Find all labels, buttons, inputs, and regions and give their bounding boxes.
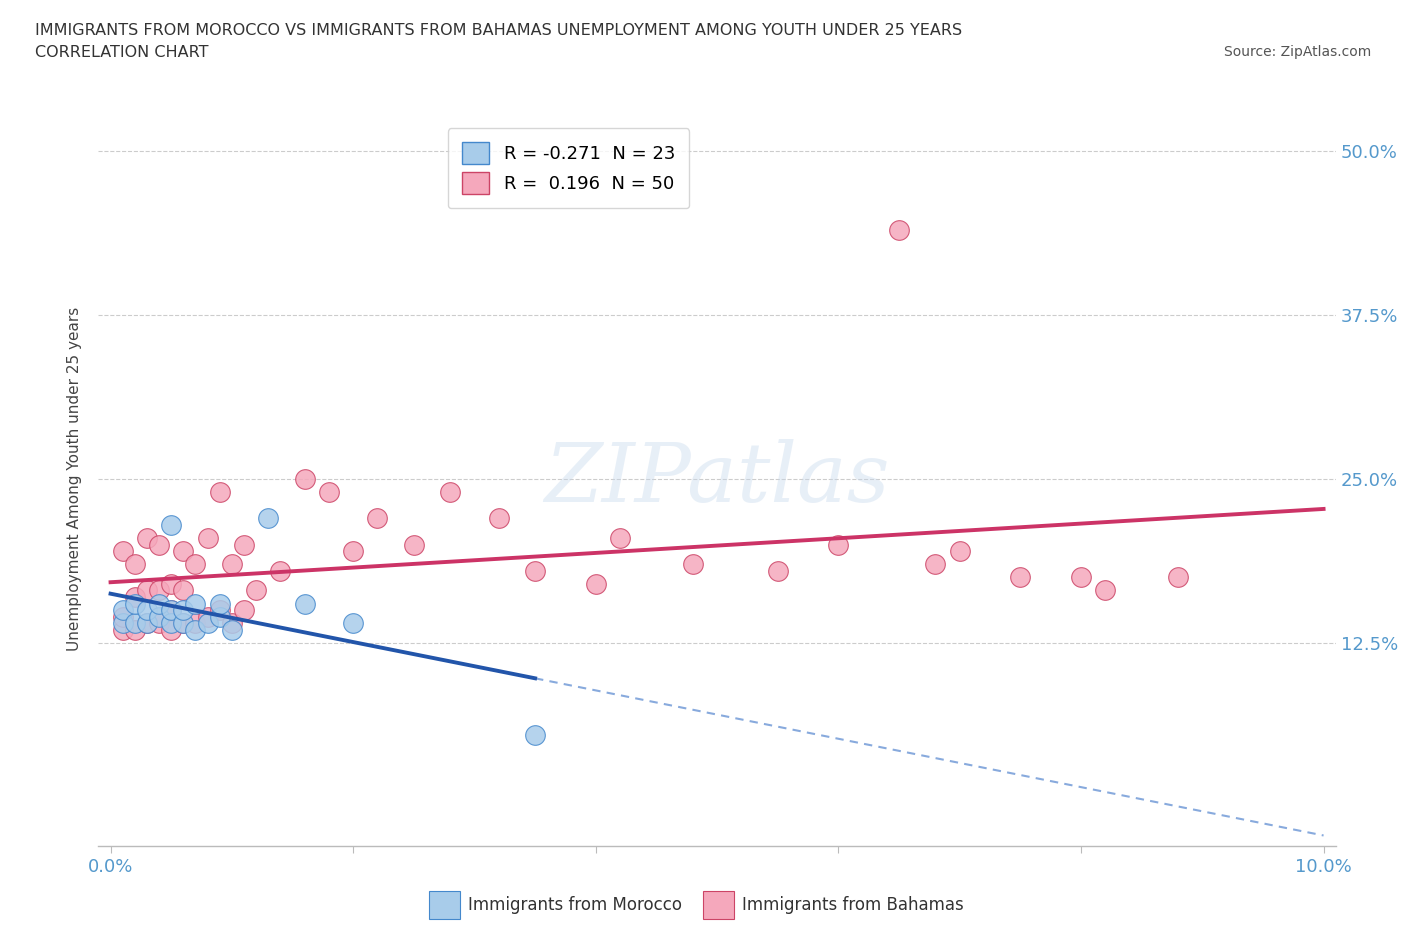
Point [172,616,194,631]
Point [402,538,425,552]
Point [148,538,170,552]
Point [160,517,183,532]
Point [245,583,267,598]
Point [111,609,134,624]
Point [208,603,231,618]
Point [294,596,316,611]
Point [111,622,134,637]
Point [524,727,547,742]
Point [197,609,219,624]
Point [439,485,461,499]
Point [124,557,146,572]
Point [172,544,194,559]
Point [148,609,170,624]
Point [208,596,231,611]
Text: Immigrants from Bahamas: Immigrants from Bahamas [742,896,965,914]
Y-axis label: Unemployment Among Youth under 25 years: Unemployment Among Youth under 25 years [67,307,83,651]
Point [949,544,972,559]
Point [318,485,340,499]
Point [184,616,207,631]
Point [160,577,183,591]
Point [124,596,146,611]
Point [342,544,364,559]
Point [269,564,291,578]
Point [160,616,183,631]
Point [136,583,159,598]
Point [924,557,946,572]
Point [221,622,243,637]
Point [148,616,170,631]
Point [366,511,388,525]
Point [111,616,134,631]
Point [172,603,194,618]
Point [1010,570,1032,585]
Point [172,583,194,598]
Point [124,590,146,604]
Point [148,596,170,611]
Point [111,544,134,559]
Point [257,511,280,525]
Point [160,603,183,618]
Point [136,616,159,631]
Text: Source: ZipAtlas.com: Source: ZipAtlas.com [1223,45,1371,59]
Point [124,622,146,637]
Point [184,622,207,637]
Point [1094,583,1116,598]
Point [585,577,607,591]
Point [197,530,219,545]
Point [136,603,159,618]
Point [160,603,183,618]
Point [233,538,256,552]
Point [488,511,510,525]
Text: ZIPatlas: ZIPatlas [544,439,890,519]
Point [184,557,207,572]
Point [172,616,194,631]
Point [208,609,231,624]
Point [1167,570,1189,585]
Point [160,622,183,637]
Point [136,616,159,631]
Point [233,603,256,618]
Point [609,530,631,545]
Point [221,616,243,631]
Point [342,616,364,631]
Point [124,616,146,631]
Point [208,485,231,499]
Text: Immigrants from Morocco: Immigrants from Morocco [468,896,682,914]
Point [111,603,134,618]
Point [294,472,316,486]
Point [197,616,219,631]
Text: CORRELATION CHART: CORRELATION CHART [35,45,208,60]
Point [766,564,789,578]
Point [682,557,704,572]
Point [221,557,243,572]
Point [184,596,207,611]
Point [136,530,159,545]
Text: IMMIGRANTS FROM MOROCCO VS IMMIGRANTS FROM BAHAMAS UNEMPLOYMENT AMONG YOUTH UNDE: IMMIGRANTS FROM MOROCCO VS IMMIGRANTS FR… [35,23,962,38]
Point [827,538,849,552]
Point [524,564,547,578]
Point [887,222,910,237]
Point [148,583,170,598]
Point [1070,570,1092,585]
Legend: R = -0.271  N = 23, R =  0.196  N = 50: R = -0.271 N = 23, R = 0.196 N = 50 [447,128,689,208]
